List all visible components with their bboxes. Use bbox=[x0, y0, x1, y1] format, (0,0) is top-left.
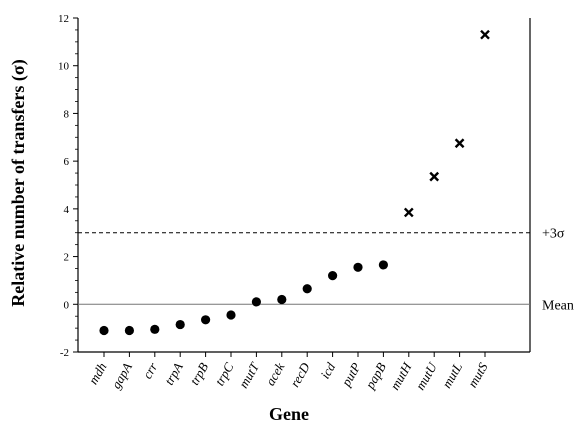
x-tick-label-icd: icd bbox=[317, 360, 338, 382]
point-muts bbox=[480, 29, 490, 40]
x-tick-label-recd: recD bbox=[287, 359, 313, 389]
x-axis-title: Gene bbox=[269, 404, 309, 424]
x-tick-label-putp: putP bbox=[338, 360, 364, 390]
point-mutu bbox=[429, 171, 440, 182]
y-tick-label-6: 6 bbox=[64, 156, 70, 168]
data-points bbox=[99, 29, 490, 336]
reference-label-mean: Mean bbox=[542, 298, 574, 313]
plot-frame bbox=[77, 18, 531, 353]
y-axis-title: Relative number of transfers (σ) bbox=[8, 59, 29, 306]
y-axis-ticks: -2 0 2 4 6 8 10 12 bbox=[58, 13, 78, 359]
point-mutt bbox=[251, 297, 261, 307]
x-tick-label-mutu: mutU bbox=[412, 359, 440, 393]
point-trpc bbox=[226, 310, 236, 320]
x-tick-label-mdh: mdh bbox=[85, 360, 109, 387]
point-trpa bbox=[175, 319, 185, 330]
reference-lines: Mean +3σ bbox=[78, 227, 574, 313]
x-tick-label-gapa: gapA bbox=[108, 360, 135, 391]
y-tick-label-10: 10 bbox=[58, 61, 70, 73]
y-tick-label-2: -2 bbox=[60, 347, 69, 359]
point-mutl bbox=[454, 138, 465, 149]
x-tick-label-papb: papB bbox=[362, 360, 389, 392]
point-papb bbox=[378, 260, 388, 270]
reference-label-3: +3σ bbox=[542, 227, 565, 242]
y-tick-label-4: 4 bbox=[64, 204, 70, 216]
point-acek bbox=[277, 294, 287, 305]
x-tick-label-mutl: mutL bbox=[439, 360, 465, 391]
point-gapa bbox=[124, 325, 134, 336]
point-trpb bbox=[201, 315, 211, 325]
y-tick-label-8: 8 bbox=[64, 108, 70, 120]
x-tick-label-trpc: trpC bbox=[212, 360, 237, 388]
x-tick-label-trpa: trpA bbox=[161, 360, 186, 388]
x-tick-label-muth: mutH bbox=[387, 359, 415, 392]
point-muth bbox=[403, 207, 414, 218]
y-tick-label-0: 0 bbox=[64, 299, 70, 311]
x-tick-label-muts: mutS bbox=[465, 360, 491, 390]
point-putp bbox=[353, 262, 363, 272]
point-mdh bbox=[99, 325, 109, 336]
y-tick-label-12: 12 bbox=[58, 13, 69, 25]
x-tick-label-acek: acek bbox=[263, 360, 288, 388]
x-tick-label-crr: crr bbox=[139, 359, 160, 381]
point-crr bbox=[150, 324, 160, 334]
point-icd bbox=[328, 271, 338, 281]
x-tick-label-mutt: mutT bbox=[236, 359, 263, 390]
y-tick-label-2: 2 bbox=[64, 252, 70, 264]
x-tick-label-trpb: trpB bbox=[187, 360, 212, 388]
point-recd bbox=[302, 284, 312, 294]
